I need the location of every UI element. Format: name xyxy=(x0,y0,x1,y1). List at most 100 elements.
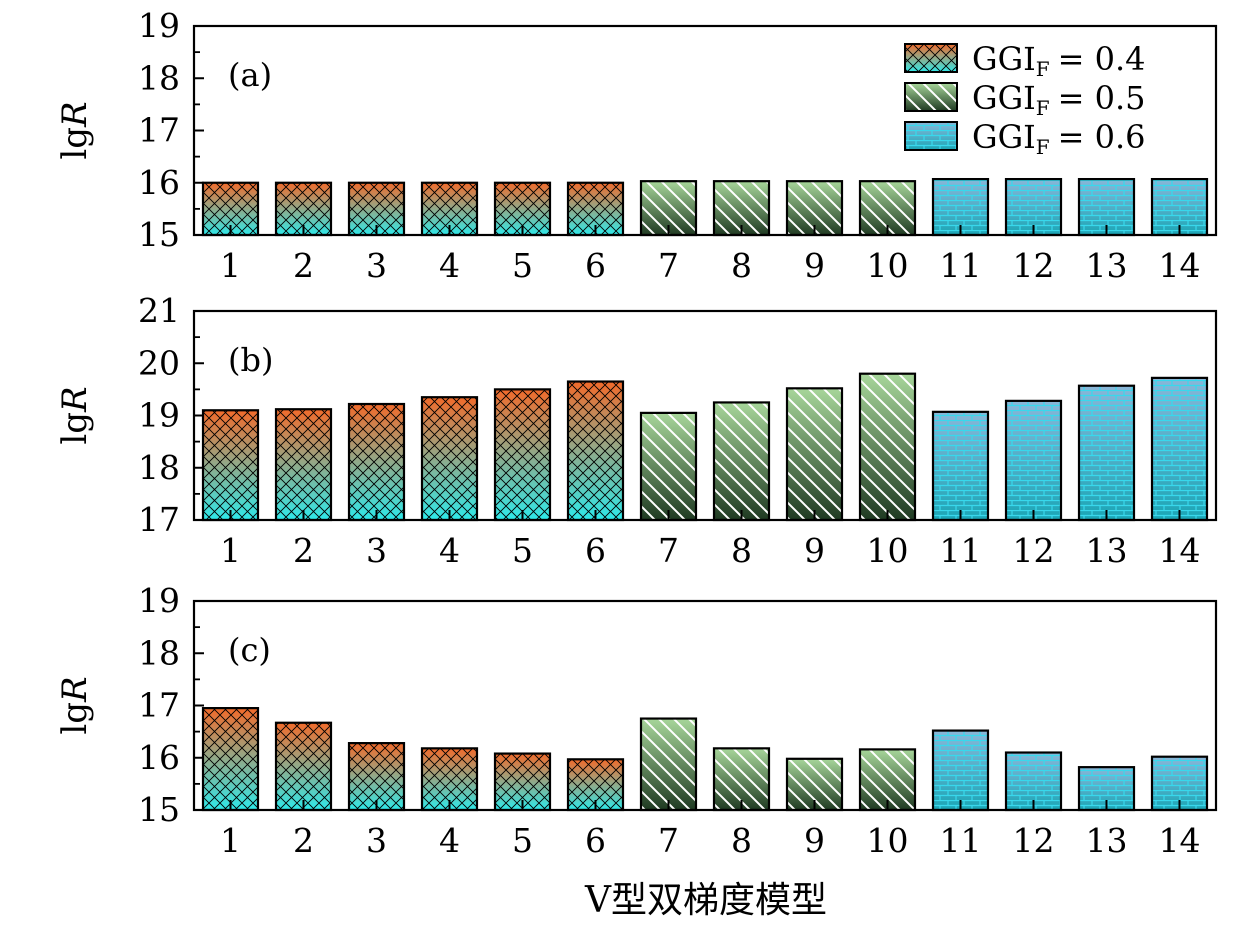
x-tick-label: 1 xyxy=(220,821,241,860)
x-tick-label: 4 xyxy=(439,246,460,285)
x-tick-label: 3 xyxy=(366,821,387,860)
y-tick-label: 19 xyxy=(138,581,180,620)
x-tick-label: 12 xyxy=(1013,821,1055,860)
x-tick-label: 1 xyxy=(220,531,241,570)
x-tick-label: 10 xyxy=(867,246,909,285)
x-tick-label: 3 xyxy=(366,531,387,570)
y-tick-label: 17 xyxy=(138,686,180,725)
panel-tag: (c) xyxy=(228,631,271,669)
x-tick-label: 4 xyxy=(439,821,460,860)
y-tick-label: 15 xyxy=(138,790,180,829)
bar-2-1 xyxy=(201,409,260,522)
bar-3-14 xyxy=(1150,755,1209,812)
y-axis-label: lgR xyxy=(55,101,95,159)
x-tick-label: 8 xyxy=(731,821,752,860)
bar-1-2 xyxy=(274,181,333,237)
bar-1-6 xyxy=(566,181,625,237)
y-tick-label: 20 xyxy=(138,343,180,382)
y-tick-label: 16 xyxy=(138,738,180,777)
x-tick-label: 8 xyxy=(731,531,752,570)
x-tick-label: 9 xyxy=(804,821,825,860)
x-tick-label: 13 xyxy=(1086,821,1128,860)
y-axis-label: lgR xyxy=(55,676,95,734)
x-tick-label: 5 xyxy=(512,821,533,860)
x-tick-label: 2 xyxy=(293,531,314,570)
y-tick-label: 15 xyxy=(138,215,180,254)
svg-text:GGIF= 0.4: GGIF = 0.4 xyxy=(972,40,1146,81)
bar-2-13 xyxy=(1077,384,1136,522)
x-tick-label: 14 xyxy=(1159,531,1201,570)
x-tick-label: 9 xyxy=(804,246,825,285)
plot-frame-3 xyxy=(192,599,1218,812)
x-tick-label: 7 xyxy=(658,821,679,860)
legend-entry-2: GGIF = 0.5 xyxy=(904,79,1146,120)
bar-1-1 xyxy=(201,181,260,237)
bar-2-12 xyxy=(1004,399,1063,522)
bar-2-8 xyxy=(712,401,771,522)
svg-text:GGIF= 0.6: GGIF = 0.6 xyxy=(972,118,1146,159)
x-tick-label: 5 xyxy=(512,246,533,285)
x-tick-label: 14 xyxy=(1159,246,1201,285)
y-axis-label: lgR xyxy=(55,386,95,444)
bar-2-5 xyxy=(493,388,552,522)
y-tick-label: 19 xyxy=(138,6,180,45)
y-tick-label: 17 xyxy=(138,500,180,539)
x-tick-label: 9 xyxy=(804,531,825,570)
x-tick-label: 2 xyxy=(293,246,314,285)
bar-1-5 xyxy=(493,181,552,237)
panel-tag: (a) xyxy=(228,56,272,94)
x-tick-label: 3 xyxy=(366,246,387,285)
y-tick-label: 18 xyxy=(138,633,180,672)
x-tick-label: 10 xyxy=(867,531,909,570)
x-tick-label: 11 xyxy=(940,531,982,570)
x-tick-label: 13 xyxy=(1086,531,1128,570)
panel-tag: (b) xyxy=(228,341,273,379)
x-tick-label: 8 xyxy=(731,246,752,285)
svg-text:GGIF= 0.5: GGIF = 0.5 xyxy=(972,79,1146,120)
bar-3-1 xyxy=(201,707,260,812)
x-tick-label: 6 xyxy=(585,821,606,860)
y-tick-label: 16 xyxy=(138,163,180,202)
legend-entry-1: GGIF = 0.4 xyxy=(904,40,1146,81)
x-tick-label: 14 xyxy=(1159,821,1201,860)
bar-2-11 xyxy=(931,410,990,522)
y-tick-label: 17 xyxy=(138,111,180,150)
bar-3-3 xyxy=(347,742,406,812)
bar-3-7 xyxy=(639,717,698,812)
bar-2-10 xyxy=(858,372,917,522)
bar-2-2 xyxy=(274,408,333,522)
x-tick-label: 7 xyxy=(658,531,679,570)
x-tick-label: 10 xyxy=(867,821,909,860)
bar-3-10 xyxy=(858,748,917,812)
x-tick-label: 12 xyxy=(1013,531,1055,570)
bar-2-4 xyxy=(420,396,479,522)
bar-3-8 xyxy=(712,747,771,812)
x-tick-label: 13 xyxy=(1086,246,1128,285)
bar-3-4 xyxy=(420,747,479,812)
x-tick-label: 2 xyxy=(293,821,314,860)
bar-2-9 xyxy=(785,387,844,522)
y-tick-label: 18 xyxy=(138,448,180,487)
bar-1-10 xyxy=(858,180,917,237)
x-tick-label: 6 xyxy=(585,531,606,570)
bar-2-3 xyxy=(347,402,406,522)
bar-3-2 xyxy=(274,721,333,812)
x-tick-label: 6 xyxy=(585,246,606,285)
y-tick-label: 19 xyxy=(138,396,180,435)
y-tick-label: 18 xyxy=(138,58,180,97)
bar-1-12 xyxy=(1004,177,1063,237)
x-tick-label: 12 xyxy=(1013,246,1055,285)
legend-entry-3: GGIF = 0.6 xyxy=(904,118,1146,159)
bar-2-6 xyxy=(566,380,625,522)
x-tick-label: 5 xyxy=(512,531,533,570)
x-tick-label: 4 xyxy=(439,531,460,570)
x-axis-label: V型双梯度模型 xyxy=(584,880,827,921)
x-tick-label: 11 xyxy=(940,246,982,285)
bar-3-11 xyxy=(931,729,990,812)
x-tick-label: 11 xyxy=(940,821,982,860)
bar-2-7 xyxy=(639,411,698,522)
y-tick-label: 21 xyxy=(138,291,180,330)
